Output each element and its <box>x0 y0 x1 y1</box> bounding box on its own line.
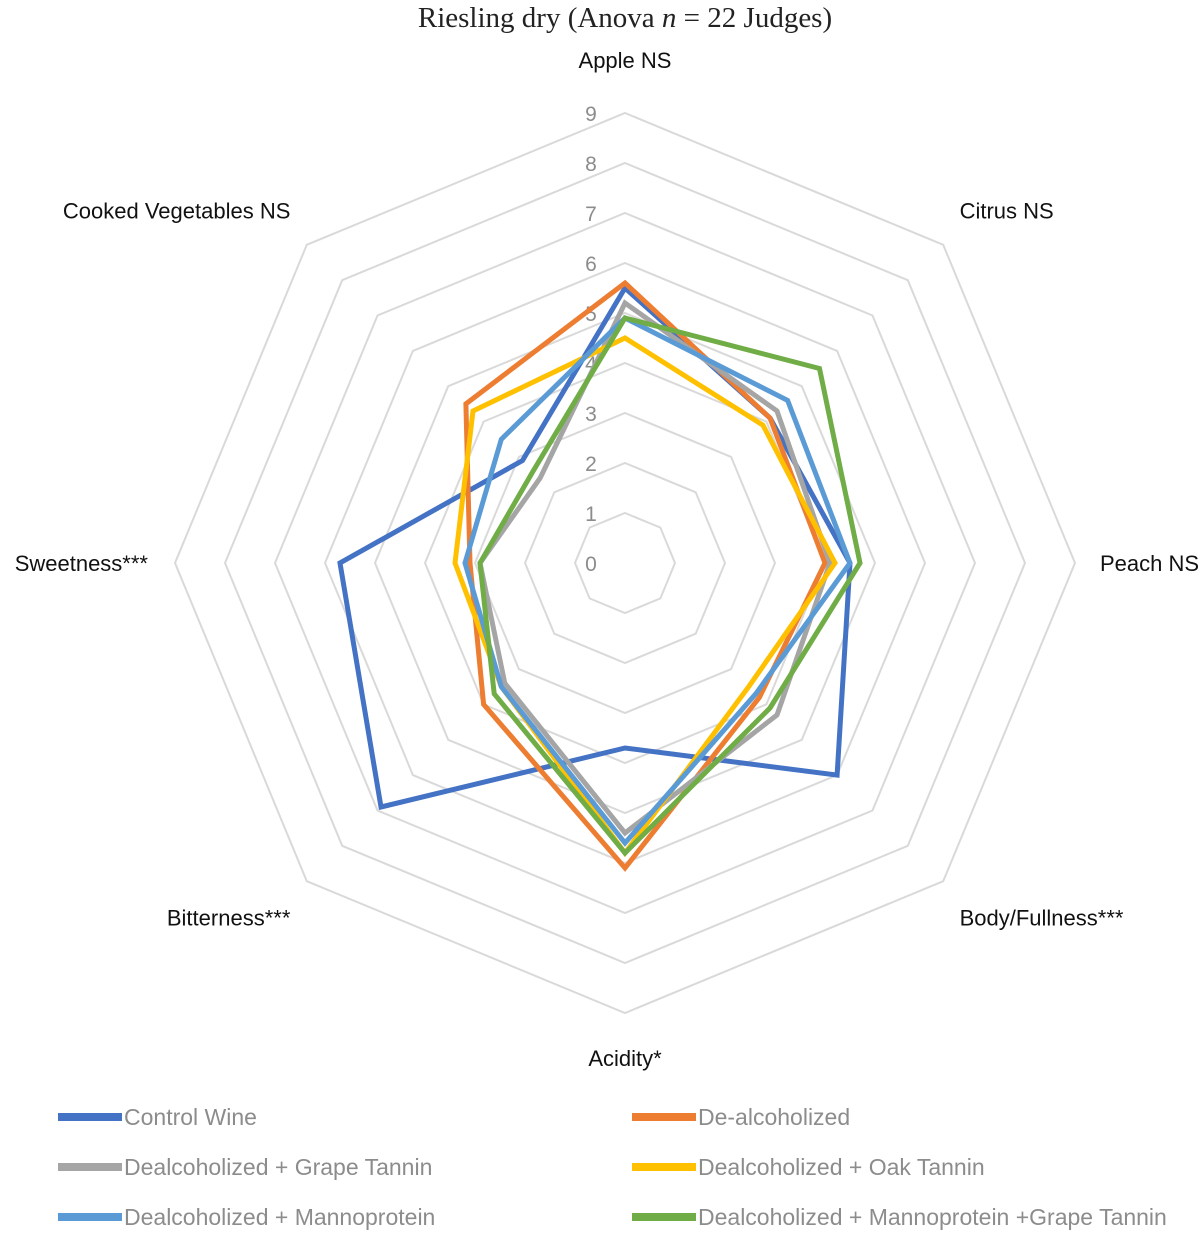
legend-label: Dealcoholized + Grape Tannin <box>124 1154 432 1180</box>
legend-item: De-alcoholized <box>632 1104 850 1130</box>
series-line-5 <box>462 314 853 847</box>
axis-labels: Apple NS Citrus NS Peach NS Body/Fullness**… <box>15 48 1199 1071</box>
grid-ring-5 <box>373 311 877 815</box>
axis-label: Peach NS <box>1100 551 1199 576</box>
grid-ring-6 <box>323 261 927 865</box>
chart-title-part-1: Riesling dry (Anova <box>418 2 662 34</box>
legend-item: Dealcoholized + Oak Tannin <box>632 1154 985 1180</box>
grid-ring-8 <box>223 161 1027 965</box>
legend-label: Control Wine <box>124 1104 257 1130</box>
tick-label: 8 <box>585 153 597 176</box>
tick-label: 6 <box>585 253 597 276</box>
grid-ring-3 <box>473 411 777 715</box>
grid-ring-1 <box>573 511 677 615</box>
grid <box>173 111 1077 1015</box>
tick-label: 0 <box>585 553 597 576</box>
legend-label: De-alcoholized <box>698 1104 850 1130</box>
chart-title-part-2: = 22 Judges) <box>676 2 832 34</box>
axis-label: Sweetness*** <box>15 551 149 576</box>
tick-label: 1 <box>585 503 597 526</box>
series-line-6 <box>477 315 863 857</box>
chart-title: Riesling dry (Anova n = 22 Judges) <box>418 2 832 34</box>
axis-label: Citrus NS <box>960 198 1054 223</box>
series-line-3 <box>477 299 833 837</box>
series-lines <box>337 279 863 872</box>
axis-label: Body/Fullness*** <box>960 906 1124 931</box>
grid-ring-2 <box>523 461 727 665</box>
chart-title-n: n <box>662 2 677 34</box>
legend: Control Wine De-alcoholized Dealcoholized … <box>58 1104 1167 1230</box>
legend-item: Control Wine <box>58 1104 257 1130</box>
legend-item: Dealcoholized + Grape Tannin <box>58 1154 432 1180</box>
legend-item: Dealcoholized + Mannoprotein +Grape Tann… <box>632 1204 1167 1230</box>
legend-label: Dealcoholized + Mannoprotein +Grape Tann… <box>698 1204 1167 1230</box>
legend-label: Dealcoholized + Oak Tannin <box>698 1154 985 1180</box>
grid-ring-9 <box>173 111 1077 1015</box>
axis-label: Bitterness*** <box>167 906 291 931</box>
tick-label: 9 <box>585 103 597 126</box>
axis-label: Acidity* <box>588 1046 662 1071</box>
tick-label: 5 <box>585 303 597 326</box>
tick-label: 7 <box>585 203 597 226</box>
legend-item: Dealcoholized + Mannoprotein <box>58 1204 435 1230</box>
axis-label: Cooked Vegetables NS <box>63 198 291 223</box>
grid-ring-7 <box>273 211 977 915</box>
tick-label: 2 <box>585 453 597 476</box>
tick-label: 3 <box>585 403 597 426</box>
axis-label: Apple NS <box>579 48 672 73</box>
legend-label: Dealcoholized + Mannoprotein <box>124 1204 435 1230</box>
